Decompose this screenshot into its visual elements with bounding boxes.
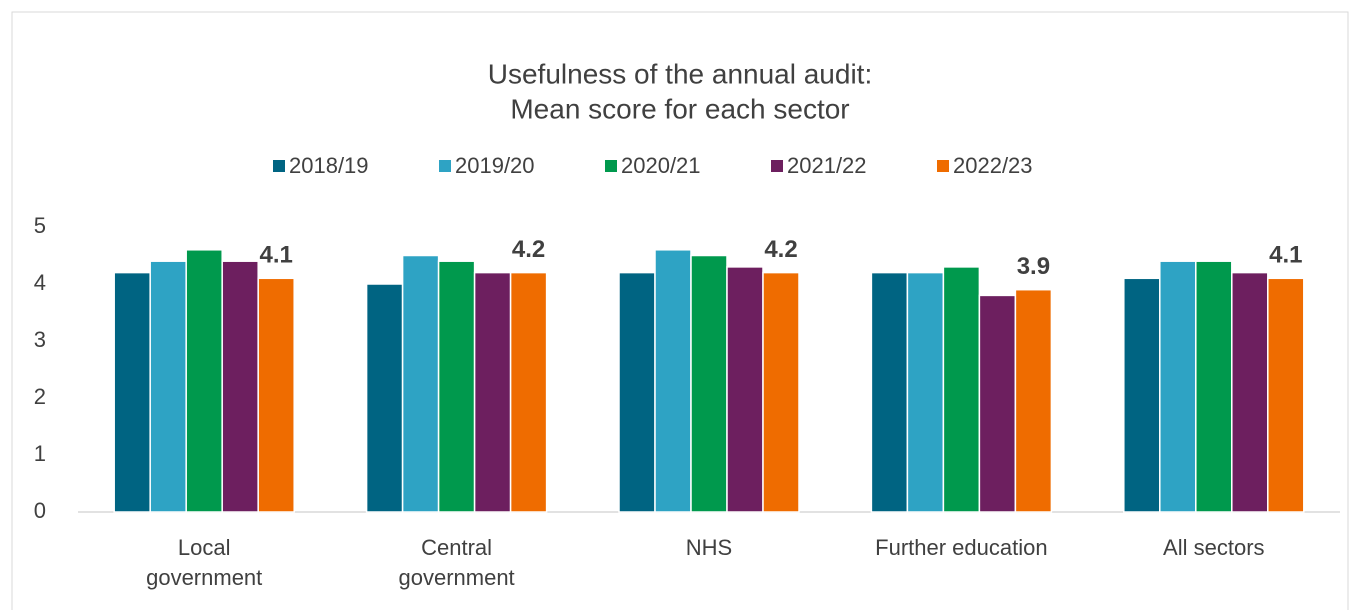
x-tick-label-line: Further education xyxy=(875,535,1048,560)
bar xyxy=(401,254,440,513)
legend-label: 2020/21 xyxy=(621,153,701,178)
x-tick-label: Central government xyxy=(330,533,582,593)
bar xyxy=(978,294,1017,513)
data-label: 3.9 xyxy=(1017,253,1050,280)
bar xyxy=(906,271,945,513)
legend-swatch xyxy=(771,160,783,172)
bar xyxy=(185,249,223,513)
data-label: 4.1 xyxy=(260,242,293,269)
bar xyxy=(654,249,692,513)
bar xyxy=(618,271,656,513)
x-tick-label: NHS xyxy=(583,533,835,563)
y-tick-label: 3 xyxy=(34,327,46,352)
x-tick-label-line: All sectors xyxy=(1163,535,1265,560)
x-tick-label: Local government xyxy=(78,533,330,593)
data-label: 4.1 xyxy=(1269,242,1302,269)
y-tick-label: 1 xyxy=(34,441,46,466)
bar xyxy=(1123,277,1161,513)
x-tick-label-line: Central xyxy=(421,535,493,560)
bar xyxy=(365,283,404,513)
bar xyxy=(942,266,981,513)
bar xyxy=(437,260,476,513)
bar xyxy=(149,260,187,513)
bar xyxy=(473,271,512,513)
legend-swatch xyxy=(937,160,949,172)
x-tick-label: All sectors xyxy=(1088,533,1340,563)
data-label: 4.2 xyxy=(764,236,797,263)
chart-title: Mean score for each sector xyxy=(510,93,849,124)
bar xyxy=(221,260,259,513)
legend-label: 2021/22 xyxy=(787,153,867,178)
x-tick-label-line: government xyxy=(398,565,515,590)
legend-label: 2022/23 xyxy=(953,153,1033,178)
bar xyxy=(1231,271,1269,513)
legend-swatch xyxy=(605,160,617,172)
bar xyxy=(1195,260,1233,513)
bar xyxy=(1014,288,1053,513)
legend-swatch xyxy=(439,160,451,172)
bar xyxy=(1267,277,1305,513)
x-tick-label: Further education xyxy=(835,533,1087,563)
bar xyxy=(257,277,295,513)
chart-title: Usefulness of the annual audit: xyxy=(488,58,872,89)
bar xyxy=(762,271,800,513)
bar xyxy=(726,266,764,513)
bar xyxy=(509,271,548,513)
x-tick-label-line: NHS xyxy=(685,535,733,560)
y-tick-label: 5 xyxy=(34,213,46,238)
bar xyxy=(113,271,151,513)
y-tick-label: 0 xyxy=(34,498,46,523)
chart-frame xyxy=(11,11,1349,610)
bar xyxy=(1159,260,1197,513)
legend-label: 2019/20 xyxy=(455,153,535,178)
bar xyxy=(690,254,728,513)
x-tick-label-line: government xyxy=(146,565,263,590)
x-tick-label-line: Local xyxy=(177,535,231,560)
y-tick-label: 2 xyxy=(34,384,46,409)
bar xyxy=(870,271,909,513)
data-label: 4.2 xyxy=(512,236,545,263)
legend-label: 2018/19 xyxy=(289,153,369,178)
y-tick-label: 4 xyxy=(34,270,46,295)
legend-swatch xyxy=(273,160,285,172)
